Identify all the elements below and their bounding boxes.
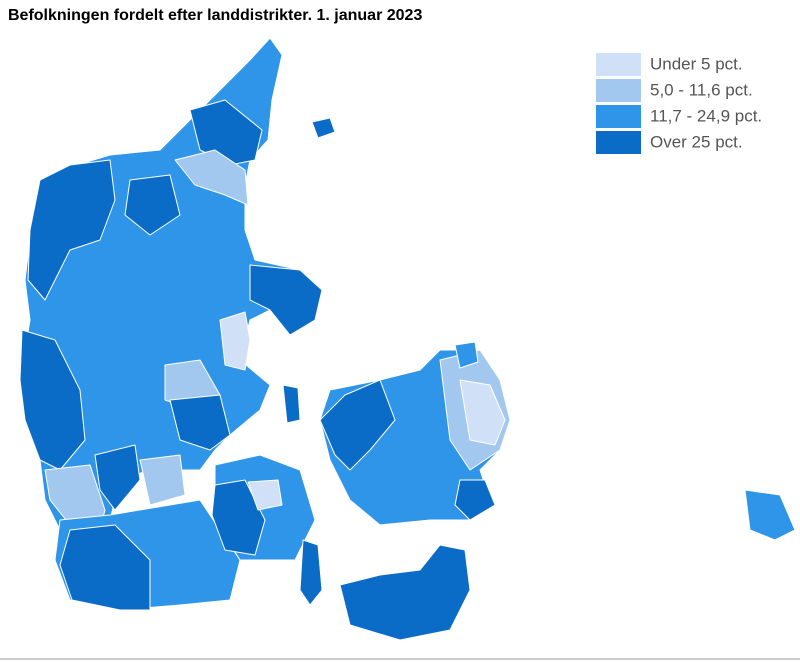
region [454,341,479,369]
legend-label: 5,0 - 11,6 pct. [650,80,753,99]
region [454,479,496,521]
region [311,117,336,139]
legend: Under 5 pct. 5,0 - 11,6 pct. 11,7 - 24,9 p… [596,53,762,154]
legend-swatch [596,131,641,154]
legend-swatch [596,105,641,128]
legend-label: Over 25 pct. [650,132,743,151]
region [282,384,301,424]
region [459,379,506,446]
region [124,174,181,236]
region [744,489,796,541]
legend-swatch [596,53,641,76]
region [139,454,186,506]
region [169,394,231,451]
region [339,544,471,641]
region [319,379,396,471]
legend-label: Under 5 pct. [650,54,743,73]
region [94,444,141,511]
legend-label: 11,7 - 24,9 pct. [650,106,762,125]
map-title: Befolkningen fordelt efter landdistrikte… [8,7,422,24]
region [211,479,266,556]
region [174,149,249,206]
legend-swatch [596,79,641,102]
region [59,524,151,611]
region [247,479,283,511]
region [299,539,323,606]
region [249,264,323,336]
denmark-map [19,37,796,641]
region [189,99,263,166]
region [219,311,251,371]
region [27,159,116,301]
